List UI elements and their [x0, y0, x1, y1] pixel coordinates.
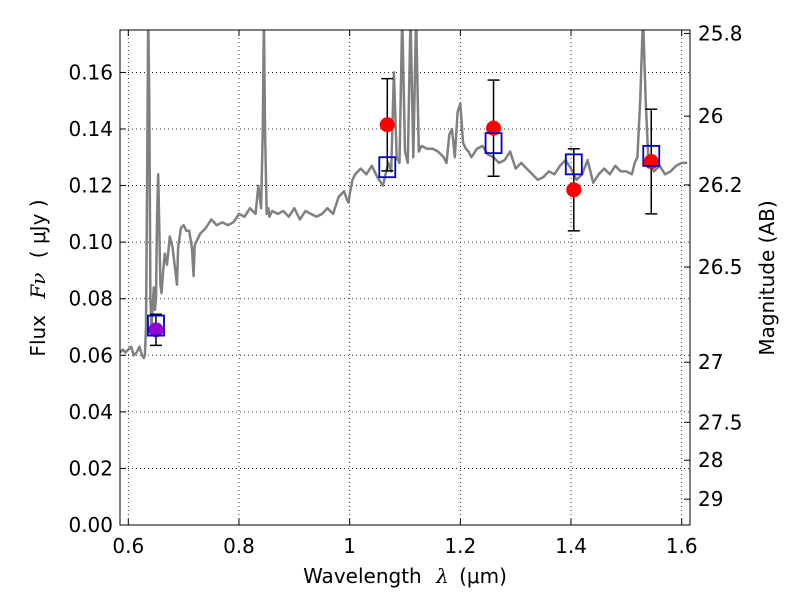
- y-axis-label-symbol: Fν: [26, 273, 50, 300]
- y-tick-label: 0.10: [68, 230, 113, 254]
- model-point: [564, 153, 583, 176]
- observed-point: [379, 117, 395, 133]
- y2-tick-label: 29: [698, 487, 723, 511]
- y2-tick-label: 27: [698, 350, 723, 374]
- y-tick-label: 0.08: [68, 287, 113, 311]
- y-tick-label: 0.02: [68, 456, 113, 480]
- model-point: [147, 314, 165, 337]
- plot-frame: [119, 29, 691, 526]
- y2-tick-label: 25.8: [698, 21, 743, 45]
- y-tick-label: 0.04: [68, 400, 113, 424]
- observed-point: [643, 154, 659, 170]
- x-tick-label: 1.4: [555, 534, 587, 558]
- y2-tick-label: 28: [698, 448, 723, 472]
- x-tick-label: 1: [343, 534, 356, 558]
- y2-tick-label: 27.5: [698, 410, 743, 434]
- y2-tick-label: 26.5: [698, 255, 743, 279]
- model-point: [484, 132, 503, 155]
- y-tick-label: 0.14: [68, 117, 113, 141]
- y-tick-label: 0.16: [68, 60, 113, 84]
- model-point: [378, 156, 397, 179]
- observed-point: [486, 120, 502, 136]
- x-tick-label: 0.6: [112, 534, 144, 558]
- y-axis-label-text: Flux: [26, 315, 50, 357]
- x-axis-label-unit: (μm): [459, 564, 507, 588]
- x-axis-label-symbol: λ: [435, 564, 449, 588]
- y-axis-label-unit: ( μJy ): [26, 199, 50, 258]
- y-tick-label: 0.00: [68, 513, 113, 537]
- y2-tick-label: 26.2: [698, 173, 743, 197]
- y-axis-label: Flux Fν ( μJy ): [26, 199, 50, 356]
- observed-point: [148, 322, 164, 338]
- x-tick-label: 0.8: [223, 534, 255, 558]
- x-tick-label: 1.6: [666, 534, 698, 558]
- y2-tick-label: 26: [698, 104, 723, 128]
- y2-axis-label: Magnitude (AB): [755, 200, 779, 355]
- y-tick-label: 0.06: [68, 343, 113, 367]
- model-point: [642, 144, 661, 167]
- x-tick-label: 1.2: [444, 534, 476, 558]
- x-axis-label: Wavelength λ (μm): [303, 564, 507, 588]
- x-axis-label-text: Wavelength: [303, 564, 422, 588]
- data-points: [147, 77, 661, 347]
- y-tick-label: 0.12: [68, 174, 113, 198]
- axis-ticks: 0.6 0.8 1 1.2 1.4 1.6 0.00 0.02 0.04 0.06 0.08 0.10…: [68, 21, 742, 558]
- observed-point: [566, 182, 582, 198]
